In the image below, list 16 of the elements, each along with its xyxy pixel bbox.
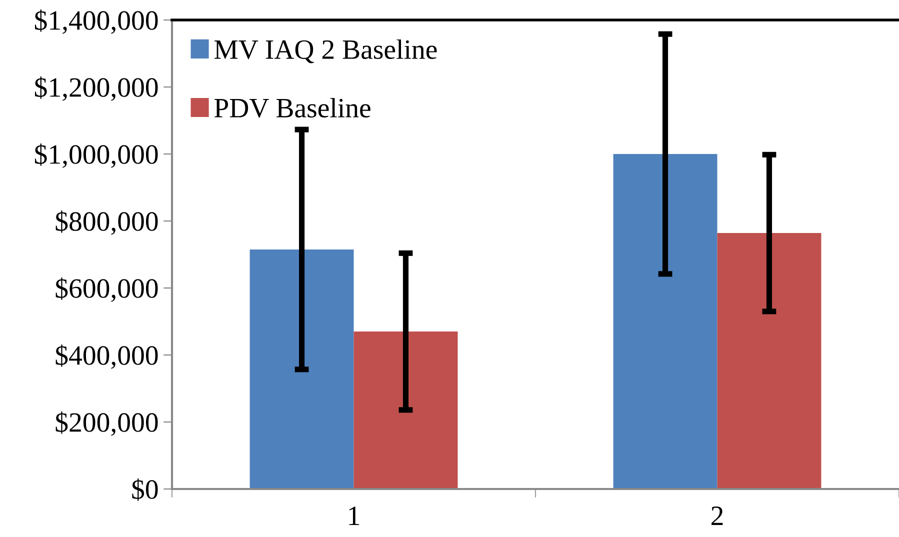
y-tick-label: $800,000 <box>56 210 158 235</box>
legend-label: MV IAQ 2 Baseline <box>214 39 437 64</box>
x-tick-label: 2 <box>712 506 723 525</box>
y-tick-label: $0 <box>132 478 158 501</box>
y-tick-label: $1,200,000 <box>35 76 158 101</box>
y-tick-label: $400,000 <box>56 344 158 369</box>
y-tick-label: $600,000 <box>56 278 158 302</box>
x-tick-label: 1 <box>349 506 360 525</box>
y-tick-label: $1,000,000 <box>35 144 158 168</box>
bar <box>250 249 354 489</box>
y-tick-label: $200,000 <box>56 412 158 436</box>
legend-label: PDV Baseline <box>214 98 370 118</box>
bar <box>354 332 458 489</box>
bar <box>613 154 718 489</box>
y-tick-label: $1,400,000 <box>35 10 158 34</box>
bar <box>717 233 822 489</box>
